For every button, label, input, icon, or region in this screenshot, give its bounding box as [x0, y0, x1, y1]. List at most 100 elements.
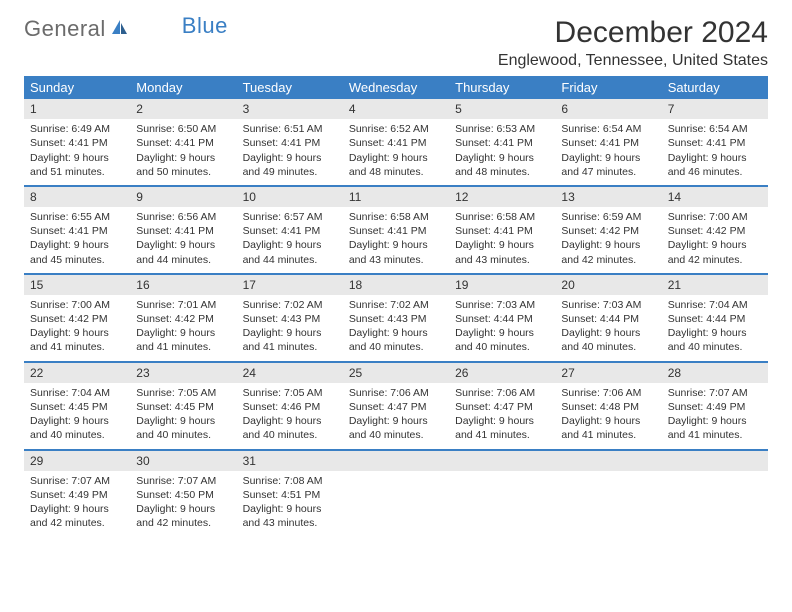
day-body: Sunrise: 6:59 AMSunset: 4:42 PMDaylight:… — [555, 207, 661, 273]
daylight-text-2: and 44 minutes. — [136, 253, 230, 267]
sunrise-text: Sunrise: 6:49 AM — [30, 122, 124, 136]
sunrise-text: Sunrise: 7:06 AM — [349, 386, 443, 400]
day-cell: 6Sunrise: 6:54 AMSunset: 4:41 PMDaylight… — [555, 99, 661, 185]
sunrise-text: Sunrise: 7:07 AM — [136, 474, 230, 488]
day-number — [449, 451, 555, 471]
day-cell: 27Sunrise: 7:06 AMSunset: 4:48 PMDayligh… — [555, 363, 661, 449]
sunset-text: Sunset: 4:41 PM — [668, 136, 762, 150]
day-body: Sunrise: 7:00 AMSunset: 4:42 PMDaylight:… — [662, 207, 768, 273]
sunrise-text: Sunrise: 6:54 AM — [668, 122, 762, 136]
sunset-text: Sunset: 4:49 PM — [30, 488, 124, 502]
sunrise-text: Sunrise: 7:02 AM — [349, 298, 443, 312]
sunset-text: Sunset: 4:47 PM — [455, 400, 549, 414]
day-number: 18 — [343, 275, 449, 295]
daylight-text-2: and 42 minutes. — [136, 516, 230, 530]
day-cell: 21Sunrise: 7:04 AMSunset: 4:44 PMDayligh… — [662, 275, 768, 361]
daylight-text-2: and 42 minutes. — [30, 516, 124, 530]
daylight-text-2: and 43 minutes. — [455, 253, 549, 267]
daylight-text-1: Daylight: 9 hours — [561, 238, 655, 252]
day-number: 14 — [662, 187, 768, 207]
day-number: 5 — [449, 99, 555, 119]
dow-saturday: Saturday — [662, 76, 768, 99]
sunrise-text: Sunrise: 6:58 AM — [455, 210, 549, 224]
day-cell: 14Sunrise: 7:00 AMSunset: 4:42 PMDayligh… — [662, 187, 768, 273]
day-number: 19 — [449, 275, 555, 295]
daylight-text-1: Daylight: 9 hours — [349, 238, 443, 252]
dow-thursday: Thursday — [449, 76, 555, 99]
day-cell: 31Sunrise: 7:08 AMSunset: 4:51 PMDayligh… — [237, 451, 343, 537]
day-number: 21 — [662, 275, 768, 295]
daylight-text-1: Daylight: 9 hours — [30, 326, 124, 340]
dow-header-row: Sunday Monday Tuesday Wednesday Thursday… — [24, 76, 768, 99]
week-row: 1Sunrise: 6:49 AMSunset: 4:41 PMDaylight… — [24, 99, 768, 187]
brand-logo: General Blue — [24, 16, 228, 42]
daylight-text-2: and 41 minutes. — [136, 340, 230, 354]
sunset-text: Sunset: 4:45 PM — [136, 400, 230, 414]
sunset-text: Sunset: 4:41 PM — [30, 136, 124, 150]
daylight-text-2: and 40 minutes. — [561, 340, 655, 354]
day-number: 23 — [130, 363, 236, 383]
sunset-text: Sunset: 4:41 PM — [455, 136, 549, 150]
week-row: 8Sunrise: 6:55 AMSunset: 4:41 PMDaylight… — [24, 187, 768, 275]
page-header: General Blue December 2024 Englewood, Te… — [24, 16, 768, 70]
day-number — [555, 451, 661, 471]
week-row: 15Sunrise: 7:00 AMSunset: 4:42 PMDayligh… — [24, 275, 768, 363]
day-number: 1 — [24, 99, 130, 119]
day-cell: 9Sunrise: 6:56 AMSunset: 4:41 PMDaylight… — [130, 187, 236, 273]
sunset-text: Sunset: 4:43 PM — [243, 312, 337, 326]
day-number: 4 — [343, 99, 449, 119]
day-body — [662, 471, 768, 527]
sunrise-text: Sunrise: 6:53 AM — [455, 122, 549, 136]
day-number: 7 — [662, 99, 768, 119]
day-number: 29 — [24, 451, 130, 471]
day-body: Sunrise: 6:51 AMSunset: 4:41 PMDaylight:… — [237, 119, 343, 185]
daylight-text-1: Daylight: 9 hours — [455, 326, 549, 340]
day-cell: 11Sunrise: 6:58 AMSunset: 4:41 PMDayligh… — [343, 187, 449, 273]
daylight-text-1: Daylight: 9 hours — [243, 326, 337, 340]
day-cell: 23Sunrise: 7:05 AMSunset: 4:45 PMDayligh… — [130, 363, 236, 449]
daylight-text-2: and 41 minutes. — [243, 340, 337, 354]
day-cell: 26Sunrise: 7:06 AMSunset: 4:47 PMDayligh… — [449, 363, 555, 449]
day-cell: 28Sunrise: 7:07 AMSunset: 4:49 PMDayligh… — [662, 363, 768, 449]
sunrise-text: Sunrise: 7:02 AM — [243, 298, 337, 312]
daylight-text-1: Daylight: 9 hours — [243, 238, 337, 252]
day-cell: 19Sunrise: 7:03 AMSunset: 4:44 PMDayligh… — [449, 275, 555, 361]
daylight-text-2: and 43 minutes. — [243, 516, 337, 530]
daylight-text-1: Daylight: 9 hours — [30, 502, 124, 516]
day-body: Sunrise: 7:05 AMSunset: 4:45 PMDaylight:… — [130, 383, 236, 449]
day-number: 13 — [555, 187, 661, 207]
daylight-text-1: Daylight: 9 hours — [136, 326, 230, 340]
sunset-text: Sunset: 4:46 PM — [243, 400, 337, 414]
day-cell: 2Sunrise: 6:50 AMSunset: 4:41 PMDaylight… — [130, 99, 236, 185]
daylight-text-2: and 44 minutes. — [243, 253, 337, 267]
daylight-text-1: Daylight: 9 hours — [668, 414, 762, 428]
day-number: 26 — [449, 363, 555, 383]
daylight-text-1: Daylight: 9 hours — [668, 326, 762, 340]
sunset-text: Sunset: 4:42 PM — [30, 312, 124, 326]
daylight-text-1: Daylight: 9 hours — [136, 414, 230, 428]
daylight-text-2: and 46 minutes. — [668, 165, 762, 179]
day-cell — [343, 451, 449, 537]
daylight-text-1: Daylight: 9 hours — [349, 326, 443, 340]
day-cell: 29Sunrise: 7:07 AMSunset: 4:49 PMDayligh… — [24, 451, 130, 537]
sunrise-text: Sunrise: 7:00 AM — [30, 298, 124, 312]
day-body: Sunrise: 7:05 AMSunset: 4:46 PMDaylight:… — [237, 383, 343, 449]
dow-wednesday: Wednesday — [343, 76, 449, 99]
day-number: 12 — [449, 187, 555, 207]
sunset-text: Sunset: 4:41 PM — [243, 136, 337, 150]
brand-part2: Blue — [182, 13, 228, 39]
daylight-text-2: and 41 minutes. — [561, 428, 655, 442]
day-body: Sunrise: 7:03 AMSunset: 4:44 PMDaylight:… — [555, 295, 661, 361]
day-cell: 8Sunrise: 6:55 AMSunset: 4:41 PMDaylight… — [24, 187, 130, 273]
daylight-text-1: Daylight: 9 hours — [243, 414, 337, 428]
day-body: Sunrise: 7:06 AMSunset: 4:47 PMDaylight:… — [449, 383, 555, 449]
day-number: 8 — [24, 187, 130, 207]
weeks-container: 1Sunrise: 6:49 AMSunset: 4:41 PMDaylight… — [24, 99, 768, 536]
day-cell: 16Sunrise: 7:01 AMSunset: 4:42 PMDayligh… — [130, 275, 236, 361]
day-cell: 18Sunrise: 7:02 AMSunset: 4:43 PMDayligh… — [343, 275, 449, 361]
sunset-text: Sunset: 4:41 PM — [243, 224, 337, 238]
sunrise-text: Sunrise: 7:04 AM — [30, 386, 124, 400]
day-cell: 25Sunrise: 7:06 AMSunset: 4:47 PMDayligh… — [343, 363, 449, 449]
day-cell: 17Sunrise: 7:02 AMSunset: 4:43 PMDayligh… — [237, 275, 343, 361]
day-cell: 30Sunrise: 7:07 AMSunset: 4:50 PMDayligh… — [130, 451, 236, 537]
